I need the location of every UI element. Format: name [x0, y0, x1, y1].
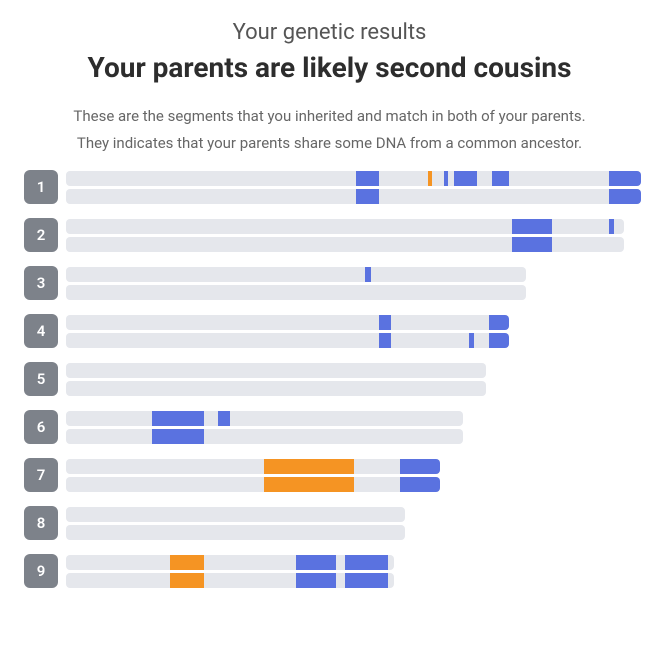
chromosome-track — [66, 507, 405, 522]
match-segment — [356, 189, 379, 204]
page-subtitle: Your genetic results — [24, 20, 635, 45]
match-segment — [489, 315, 509, 330]
chromosome-row: 3 — [24, 266, 635, 300]
match-segment — [379, 333, 391, 348]
match-segment — [345, 555, 388, 570]
chromosome-track — [66, 429, 463, 444]
chromosome-row: 2 — [24, 218, 635, 252]
chromosome-label: 5 — [24, 362, 58, 396]
match-segment — [489, 333, 509, 348]
match-segment — [444, 171, 448, 186]
chromosome-row: 8 — [24, 506, 635, 540]
match-segment — [152, 429, 204, 444]
match-segment — [428, 171, 431, 186]
chromosome-track-pair — [66, 555, 635, 588]
match-segment — [469, 333, 475, 348]
chromosome-track — [66, 219, 624, 234]
chromosome-track — [66, 237, 624, 252]
chromosome-row: 4 — [24, 314, 635, 348]
chromosome-label: 6 — [24, 410, 58, 444]
chromosome-track — [66, 477, 440, 492]
chromosome-row: 6 — [24, 410, 635, 444]
chromosome-label: 7 — [24, 458, 58, 492]
chromosome-track — [66, 267, 526, 282]
chromosome-track — [66, 171, 641, 186]
chromosome-track — [66, 525, 405, 540]
match-segment — [512, 237, 552, 252]
chromosome-track — [66, 315, 509, 330]
chromosome-track-pair — [66, 363, 635, 396]
description-line-1: These are the segments that you inherite… — [24, 106, 635, 127]
match-segment — [170, 555, 205, 570]
chromosome-track — [66, 189, 641, 204]
match-segment — [345, 573, 388, 588]
chromosome-row: 1 — [24, 170, 635, 204]
chromosome-row: 5 — [24, 362, 635, 396]
chromosome-label: 8 — [24, 506, 58, 540]
chromosome-track — [66, 363, 486, 378]
match-segment — [365, 267, 371, 282]
match-segment — [400, 477, 440, 492]
match-segment — [609, 219, 614, 234]
chromosome-track-pair — [66, 411, 635, 444]
match-segment — [400, 459, 440, 474]
match-segment — [152, 411, 204, 426]
match-segment — [356, 171, 379, 186]
match-segment — [454, 171, 477, 186]
chromosome-track — [66, 573, 394, 588]
chromosome-track — [66, 381, 486, 396]
match-segment — [170, 573, 205, 588]
chromosome-chart: 1 2 3 4 5 6 7 8 9 — [24, 170, 635, 588]
chromosome-track — [66, 411, 463, 426]
description-line-2: They indicates that your parents share s… — [24, 133, 635, 154]
chromosome-track-pair — [66, 267, 635, 300]
chromosome-track-pair — [66, 507, 635, 540]
match-segment — [379, 315, 391, 330]
chromosome-row: 7 — [24, 458, 635, 492]
chromosome-label: 2 — [24, 218, 58, 252]
chromosome-track — [66, 459, 440, 474]
page-title: Your parents are likely second cousins — [24, 51, 635, 84]
chromosome-track-pair — [66, 171, 641, 204]
chromosome-track-pair — [66, 315, 635, 348]
match-segment — [492, 171, 509, 186]
match-segment — [296, 555, 336, 570]
chromosome-label: 9 — [24, 554, 58, 588]
chromosome-row: 9 — [24, 554, 635, 588]
chromosome-track — [66, 285, 526, 300]
match-segment — [609, 189, 641, 204]
match-segment — [264, 477, 353, 492]
chromosome-track — [66, 555, 394, 570]
match-segment — [218, 411, 230, 426]
match-segment — [609, 171, 641, 186]
chromosome-label: 4 — [24, 314, 58, 348]
chromosome-track-pair — [66, 459, 635, 492]
match-segment — [512, 219, 552, 234]
chromosome-label: 3 — [24, 266, 58, 300]
chromosome-track-pair — [66, 219, 635, 252]
match-segment — [296, 573, 336, 588]
chromosome-track — [66, 333, 509, 348]
match-segment — [264, 459, 353, 474]
chromosome-label: 1 — [24, 170, 58, 204]
